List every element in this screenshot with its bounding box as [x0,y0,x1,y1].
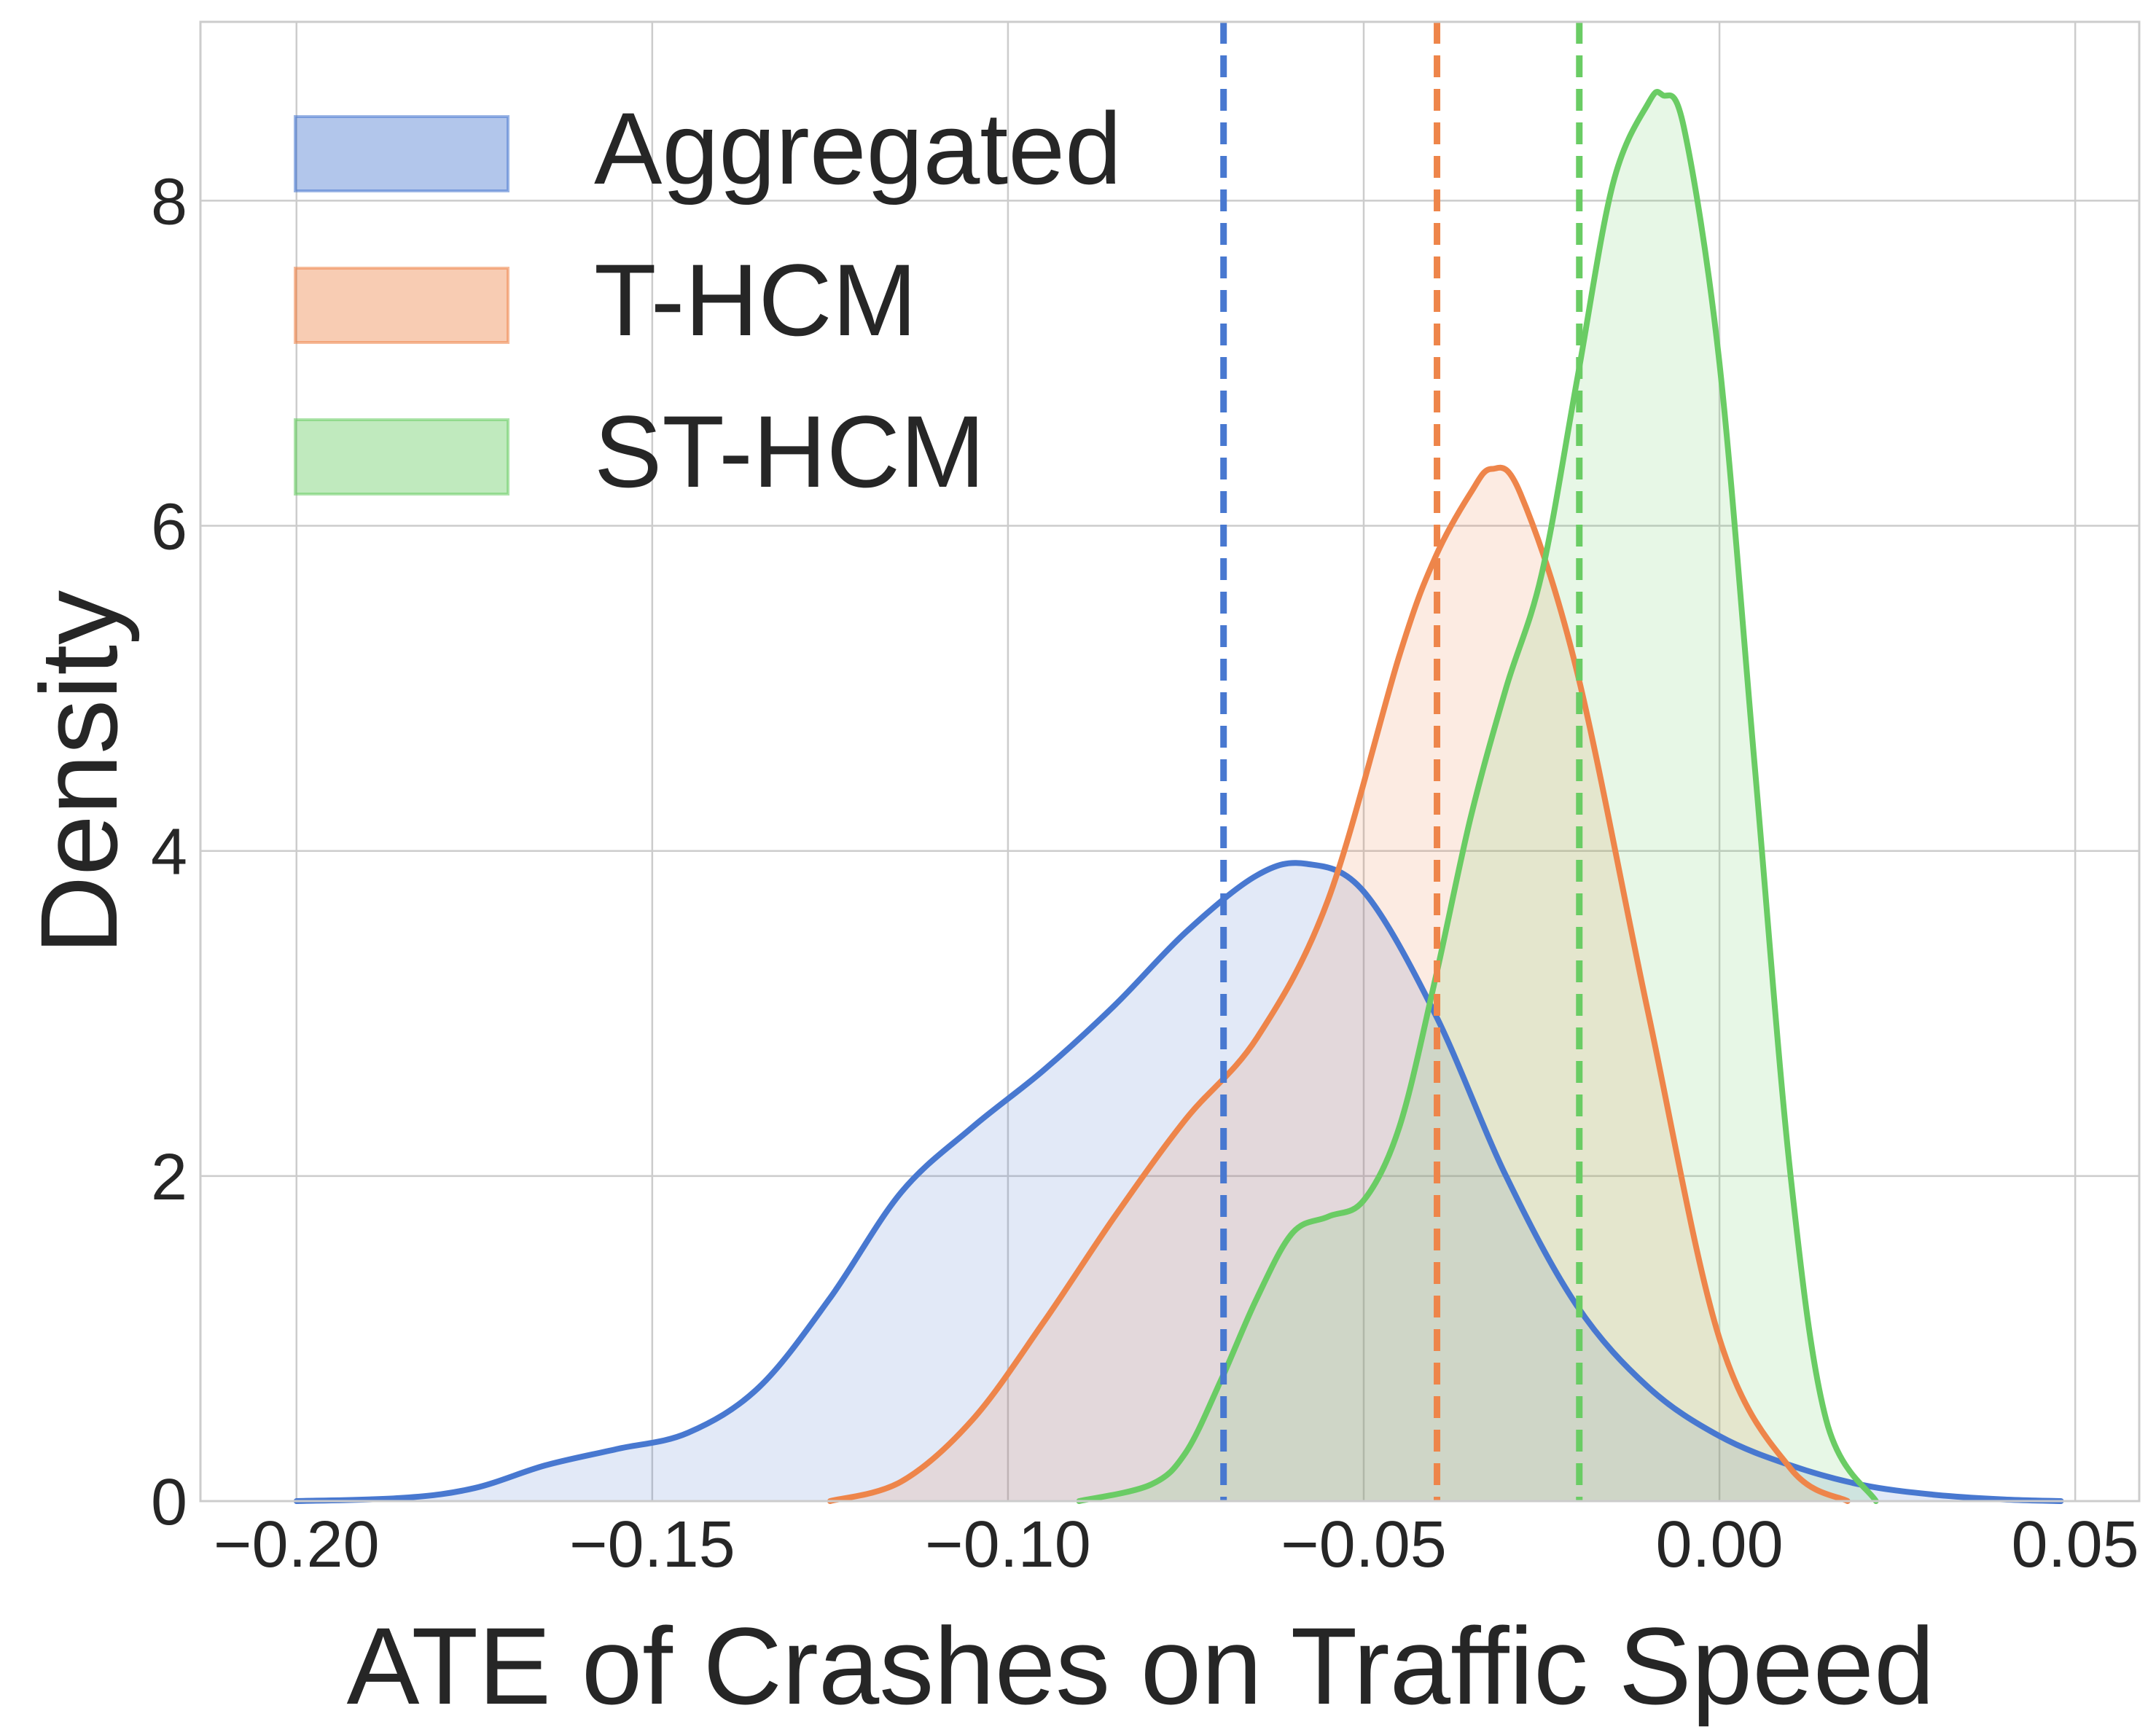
legend-swatch [294,267,509,344]
x-tick-label: −0.05 [1281,1508,1447,1581]
tick-labels: −0.20 −0.15 −0.10 −0.05 0.00 0.05 0 2 4 6 8 [151,165,2139,1581]
y-axis-label: Density [17,590,140,955]
x-axis-label: ATE of Crashes on Traffic Speed [347,1605,1935,1727]
density-fill-t-hcm [829,467,1848,1501]
x-tick-label: −0.10 [925,1508,1091,1581]
legend-label: T-HCM [594,243,917,357]
plot-frame [199,20,2141,1503]
legend: Aggregated T-HCM ST-HCM [294,91,1122,509]
x-tick-label: 0.05 [2012,1508,2139,1581]
density-line-t-hcm [827,464,1851,1504]
y-tick-label: 4 [151,816,187,889]
density-lines [293,89,2064,1504]
density-line-st-hcm [1076,89,1879,1504]
legend-swatch [294,418,509,496]
grid-lines [200,22,2139,1503]
legend-label: Aggregated [594,91,1122,205]
density-line-aggregated [293,860,2064,1504]
x-tick-label: 0.00 [1655,1508,1783,1581]
legend-swatch [294,115,509,192]
y-tick-label: 0 [151,1466,187,1539]
mean-lines [1220,22,1583,1501]
x-tick-label: −0.20 [214,1508,380,1581]
y-tick-label: 6 [151,491,187,564]
x-tick-label: −0.15 [569,1508,735,1581]
density-fill-aggregated [296,863,2061,1501]
legend-label: ST-HCM [594,394,985,509]
y-tick-label: 8 [151,165,187,238]
y-tick-label: 2 [151,1141,187,1214]
